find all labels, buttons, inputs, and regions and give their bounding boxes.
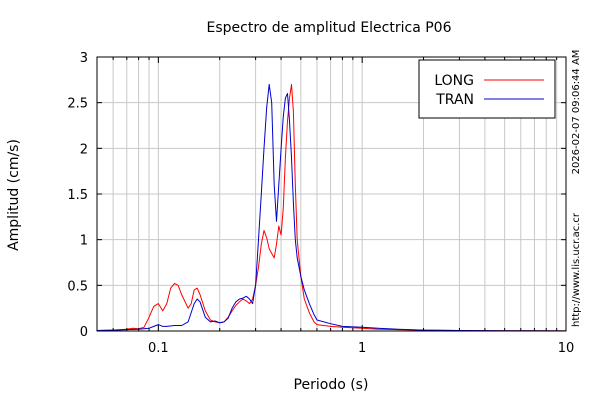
legend-label-long: LONG [434,73,474,89]
series-lines [96,83,567,332]
legend-label-tran: TRAN [435,92,474,108]
source-url-label: http://www.lis.ucr.ac.cr [571,212,582,327]
grid-lines [97,57,566,331]
x-tick-label: 0.1 [148,341,169,356]
timestamp-label: 2026-02-07 09:06:44 AM [571,50,582,175]
y-tick-label: 2 [80,142,88,157]
series-line-tran [96,83,567,332]
y-tick-label: 1 [80,234,88,249]
x-tick-label: 1 [358,341,366,356]
y-tick-label: 0.5 [67,279,88,294]
y-tick-label: 3 [80,51,88,66]
x-axis-label: Periodo (s) [294,377,369,393]
legend: LONG TRAN [418,59,556,119]
y-tick-label: 1.5 [67,188,88,203]
legend-box [418,59,556,119]
y-axis-label: Amplitud (cm/s) [6,139,22,251]
axis-ticks: 0.1 1 10 0 0.5 1 1.5 2 2.5 3 [67,51,574,356]
chart-title: Espectro de amplitud Electrica P06 [207,20,452,36]
x-tick-label: 10 [558,341,575,356]
y-tick-label: 0 [80,325,88,340]
y-tick-label: 2.5 [67,97,88,112]
